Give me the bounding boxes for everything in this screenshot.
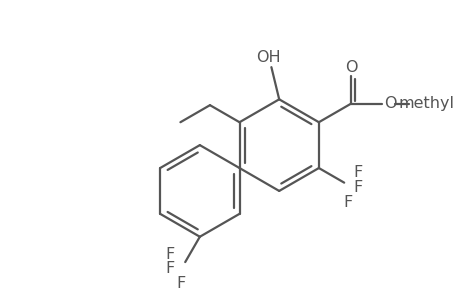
Text: F: F xyxy=(176,276,185,291)
Text: methyl: methyl xyxy=(398,96,454,111)
Text: F: F xyxy=(343,195,352,210)
Text: OH: OH xyxy=(256,50,280,65)
Text: F: F xyxy=(353,165,362,180)
Text: F: F xyxy=(353,180,362,195)
Text: O: O xyxy=(344,60,357,75)
Text: F: F xyxy=(165,247,174,262)
Text: O: O xyxy=(383,96,395,111)
Text: F: F xyxy=(165,261,174,276)
